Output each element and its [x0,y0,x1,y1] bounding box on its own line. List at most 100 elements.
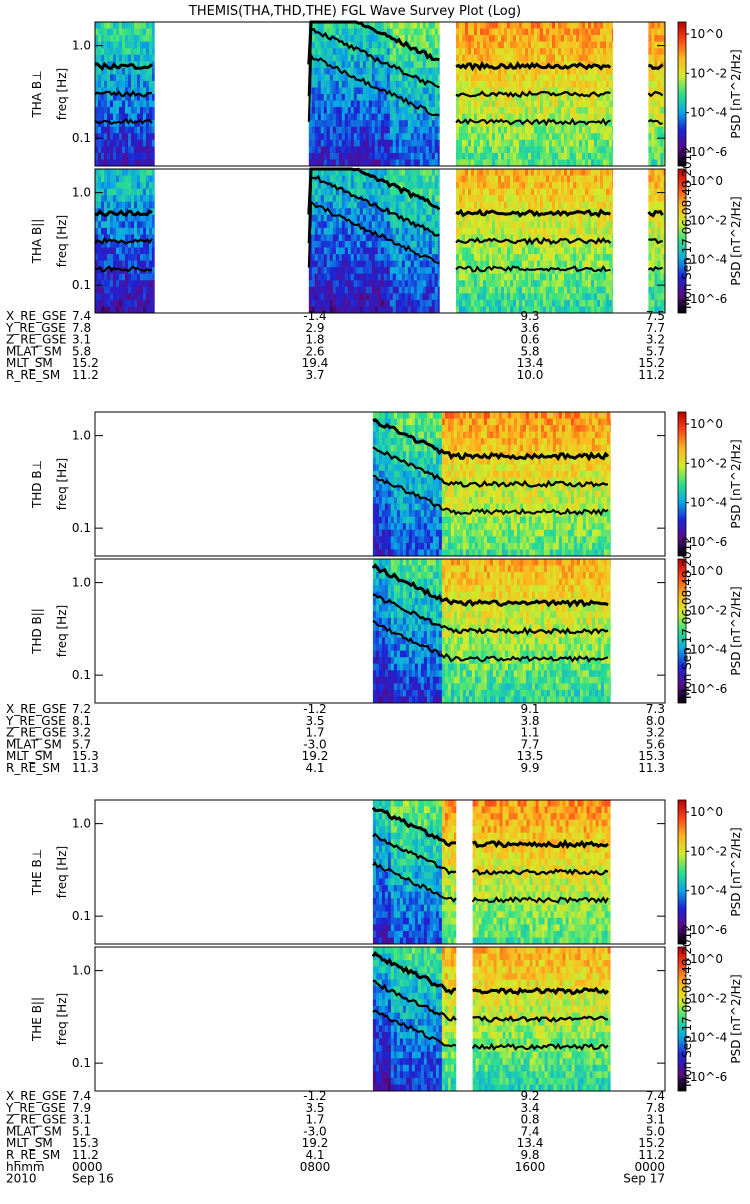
psd-cell [375,221,378,228]
psd-cell [480,248,483,255]
psd-cell [107,221,110,228]
psd-cell [369,261,372,268]
psd-cell [423,293,426,300]
psd-cell [471,202,474,209]
psd-cell [312,153,315,160]
psd-cell [498,274,501,281]
psd-cell [474,169,477,176]
psd-cell [426,127,429,134]
psd-cell [537,29,540,36]
psd-cell [477,176,480,183]
psd-cell [483,160,486,167]
psd-cell [528,140,531,147]
psd-cell [480,146,483,153]
psd-cell [327,195,330,202]
psd-cell [540,153,543,160]
psd-cell [486,101,489,108]
psd-cell [540,228,543,235]
psd-cell [140,195,143,202]
psd-cell [110,280,113,287]
psd-cell [315,267,318,274]
psd-cell [585,146,588,153]
psd-cell [567,74,570,81]
psd-cell [465,88,468,95]
psd-cell [429,208,432,215]
psd-cell [143,42,146,49]
psd-cell [609,22,612,29]
psd-cell [552,221,555,228]
psd-cell [134,261,137,268]
psd-cell [152,300,155,307]
psd-cell [555,176,558,183]
psd-cell [495,107,498,114]
psd-cell [537,55,540,62]
psd-cell [465,307,468,314]
psd-cell [534,189,537,196]
psd-cell [360,274,363,281]
psd-cell [354,133,357,140]
psd-cell [345,254,348,261]
psd-cell [131,107,134,114]
psd-cell [465,176,468,183]
psd-cell [357,274,360,281]
psd-cell [366,241,369,248]
psd-cell [477,48,480,55]
psd-cell [402,81,405,88]
psd-cell [609,48,612,55]
psd-cell [480,202,483,209]
psd-cell [597,22,600,29]
psd-cell [423,42,426,49]
psd-cell [582,127,585,134]
psd-cell [516,195,519,202]
psd-cell [420,248,423,255]
spectrogram-cells [95,22,665,166]
psd-cell [555,287,558,294]
psd-cell [462,22,465,29]
psd-cell [531,114,534,121]
psd-cell [516,160,519,167]
psd-cell [564,202,567,209]
psd-cell [101,42,104,49]
psd-cell [101,307,104,314]
psd-cell [128,189,131,196]
psd-cell [387,248,390,255]
psd-cell [462,182,465,189]
psd-cell [510,101,513,108]
psd-cell [438,160,440,167]
psd-cell [429,133,432,140]
psd-cell [366,235,369,242]
psd-cell [369,127,372,134]
psd-cell [582,42,585,49]
psd-cell [408,81,411,88]
psd-cell [107,22,110,29]
psd-cell [396,127,399,134]
psd-cell [393,81,396,88]
psd-cell [537,48,540,55]
psd-cell [561,29,564,36]
psd-cell [495,280,498,287]
psd-cell [342,114,345,121]
psd-cell [342,74,345,81]
psd-cell [137,274,140,281]
psd-cell [131,274,134,281]
psd-cell [660,55,663,62]
psd-cell [546,48,549,55]
psd-cell [498,127,501,134]
psd-cell [143,195,146,202]
psd-cell [366,208,369,215]
psd-cell [417,215,420,222]
psd-cell [462,29,465,36]
psd-cell [360,215,363,222]
psd-cell [522,153,525,160]
psd-cell [369,235,372,242]
psd-cell [612,29,613,36]
psd-cell [507,189,510,196]
psd-cell [543,195,546,202]
psd-cell [549,29,552,36]
psd-cell [660,29,663,36]
psd-cell [152,81,155,88]
psd-cell [131,68,134,75]
psd-cell [588,153,591,160]
psd-cell [606,94,609,101]
psd-cell [426,176,429,183]
